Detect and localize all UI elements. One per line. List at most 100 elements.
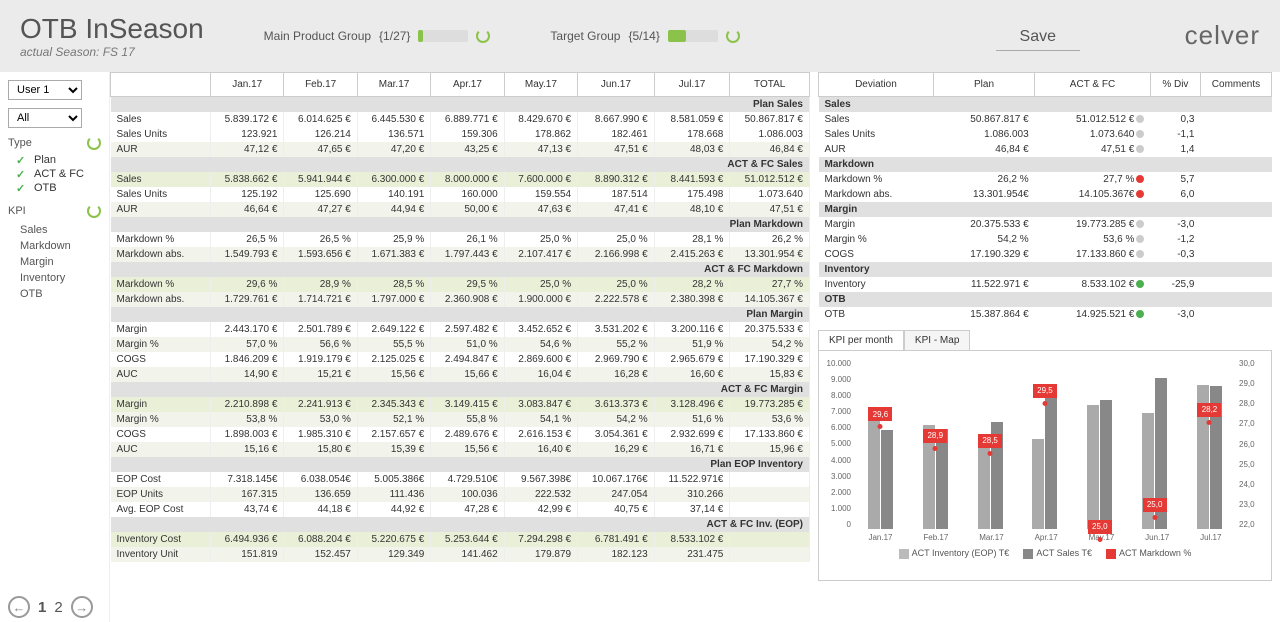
main-product-group-filter[interactable]: Main Product Group {1/27} xyxy=(264,29,491,43)
section-header: Plan EOP Inventory xyxy=(111,457,810,472)
refresh-icon[interactable] xyxy=(87,136,101,150)
table-row: Margin %53,8 %53,0 %52,1 %55,8 %54,1 %54… xyxy=(111,412,810,427)
deviation-table: DeviationPlanACT & FC% DivCommentsSalesS… xyxy=(818,72,1272,322)
kpi-item-margin[interactable]: Margin xyxy=(20,254,101,270)
month-header: Feb.17 xyxy=(284,73,357,97)
status-dot xyxy=(1136,280,1144,288)
tab-kpi-map[interactable]: KPI - Map xyxy=(904,330,970,350)
legend-item: ACT Markdown % xyxy=(1106,548,1191,559)
bar-sales xyxy=(936,429,948,529)
legend-item: ACT Inventory (EOP) T€ xyxy=(899,548,1010,559)
table-row: Margin2.443.170 €2.501.789 €2.649.122 €2… xyxy=(111,322,810,337)
section-header: ACT & FC Margin xyxy=(111,382,810,397)
section-header: ACT & FC Markdown xyxy=(111,262,810,277)
table-row: EOP Cost7.318.145€6.038.054€5.005.386€4.… xyxy=(111,472,810,487)
section-header: ACT & FC Sales xyxy=(111,157,810,172)
status-dot xyxy=(1136,175,1144,183)
page-1[interactable]: 1 xyxy=(38,599,46,616)
bar-group: 25,0 xyxy=(1142,378,1167,529)
deviation-section: Margin xyxy=(819,202,1272,217)
status-dot xyxy=(1136,310,1144,318)
next-page-button[interactable]: → xyxy=(71,596,93,618)
table-row: Avg. EOP Cost43,74 €44,18 €44,92 €47,28 … xyxy=(111,502,810,517)
tab-kpi-month[interactable]: KPI per month xyxy=(818,330,904,350)
title-block: OTB InSeason actual Season: FS 17 xyxy=(20,13,204,59)
refresh-icon[interactable] xyxy=(726,29,740,43)
table-row: Margin2.210.898 €2.241.913 €2.345.343 €3… xyxy=(111,397,810,412)
table-row: Inventory Cost6.494.936 €6.088.204 €5.22… xyxy=(111,532,810,547)
status-dot xyxy=(1136,220,1144,228)
table-row: AUC15,16 €15,80 €15,39 €15,56 €16,40 €16… xyxy=(111,442,810,457)
deviation-row: OTB15.387.864 €14.925.521 €-3,0 xyxy=(819,307,1272,322)
sidebar: User 1 All Type ✓Plan✓ACT & FC✓OTB KPI S… xyxy=(0,72,110,622)
deviation-row: Margin %54,2 %53,6 %-1,2 xyxy=(819,232,1272,247)
page-2[interactable]: 2 xyxy=(54,599,62,616)
deviation-row: Margin20.375.533 €19.773.285 €-3,0 xyxy=(819,217,1272,232)
target-group-filter[interactable]: Target Group {5/14} xyxy=(550,29,739,43)
status-dot xyxy=(1136,130,1144,138)
markdown-marker: 29,5 xyxy=(1033,384,1057,398)
markdown-marker: 28,9 xyxy=(923,429,947,443)
user-select[interactable]: User 1 xyxy=(8,80,82,100)
subtitle: actual Season: FS 17 xyxy=(20,45,204,59)
logo: celver xyxy=(1185,20,1260,51)
table-row: Inventory Unit151.819152.457129.349141.4… xyxy=(111,547,810,562)
table-row: Sales5.839.172 €6.014.625 €6.445.530 €6.… xyxy=(111,112,810,127)
month-header: May.17 xyxy=(504,73,577,97)
kpi-label: KPI xyxy=(8,205,26,217)
month-header: Jun.17 xyxy=(578,73,655,97)
save-button[interactable]: Save xyxy=(996,24,1080,51)
table-row: Markdown abs.1.729.761 €1.714.721 €1.797… xyxy=(111,292,810,307)
bar-group: 28,2 xyxy=(1197,385,1222,530)
type-check-actfc[interactable]: ✓ACT & FC xyxy=(16,168,101,180)
deviation-row: Markdown abs.13.301.954€14.105.367€6,0 xyxy=(819,187,1272,202)
month-header: Jul.17 xyxy=(654,73,730,97)
bar-group: 25,0 xyxy=(1087,400,1112,529)
type-label: Type xyxy=(8,137,32,149)
table-row: Sales5.838.662 €5.941.944 €6.300.000 €8.… xyxy=(111,172,810,187)
bar-sales xyxy=(1100,400,1112,529)
section-header: Plan Markdown xyxy=(111,217,810,232)
table-row: Markdown abs.1.549.793 €1.593.656 €1.671… xyxy=(111,247,810,262)
status-dot xyxy=(1136,145,1144,153)
month-header: TOTAL xyxy=(730,73,810,97)
deviation-section: OTB xyxy=(819,292,1272,307)
kpi-item-sales[interactable]: Sales xyxy=(20,222,101,238)
main-table: Jan.17Feb.17Mar.17Apr.17May.17Jun.17Jul.… xyxy=(110,72,810,562)
table-row: Markdown %29,6 %28,9 %28,5 %29,5 %25,0 %… xyxy=(111,277,810,292)
app-title: OTB InSeason xyxy=(20,13,204,45)
table-row: AUR47,12 €47,65 €47,20 €43,25 €47,13 €47… xyxy=(111,142,810,157)
markdown-marker: 29,6 xyxy=(868,407,892,421)
status-dot xyxy=(1136,250,1144,258)
bar-inventory xyxy=(1032,439,1044,529)
table-row: COGS1.846.209 €1.919.179 €2.125.025 €2.4… xyxy=(111,352,810,367)
markdown-marker: 25,0 xyxy=(1088,520,1112,534)
deviation-section: Markdown xyxy=(819,157,1272,172)
right-panel: DeviationPlanACT & FC% DivCommentsSalesS… xyxy=(810,72,1280,622)
bar-inventory xyxy=(1087,405,1099,529)
kpi-item-inventory[interactable]: Inventory xyxy=(20,270,101,286)
deviation-row: Inventory11.522.971 €8.533.102 €-25,9 xyxy=(819,277,1272,292)
table-row: AUR46,64 €47,27 €44,94 €50,00 €47,63 €47… xyxy=(111,202,810,217)
kpi-item-markdown[interactable]: Markdown xyxy=(20,238,101,254)
prev-page-button[interactable]: ← xyxy=(8,596,30,618)
refresh-icon[interactable] xyxy=(476,29,490,43)
month-header: Jan.17 xyxy=(211,73,284,97)
pager: ← 1 2 → xyxy=(8,596,93,618)
deviation-section: Sales xyxy=(819,97,1272,113)
legend-item: ACT Sales T€ xyxy=(1023,548,1092,559)
refresh-icon[interactable] xyxy=(87,204,101,218)
kpi-item-otb[interactable]: OTB xyxy=(20,286,101,302)
deviation-row: Sales Units1.086.0031.073.640-1,1 xyxy=(819,127,1272,142)
bar-group: 28,9 xyxy=(923,425,948,529)
table-row: AUC14,90 €15,21 €15,56 €15,66 €16,04 €16… xyxy=(111,367,810,382)
chart: 10.0009.0008.0007.0006.0005.0004.0003.00… xyxy=(818,351,1272,581)
all-select[interactable]: All xyxy=(8,108,82,128)
main-table-area: Jan.17Feb.17Mar.17Apr.17May.17Jun.17Jul.… xyxy=(110,72,810,622)
markdown-marker: 28,2 xyxy=(1197,403,1221,417)
type-check-plan[interactable]: ✓Plan xyxy=(16,154,101,166)
check-icon: ✓ xyxy=(16,168,28,180)
month-header: Mar.17 xyxy=(357,73,430,97)
deviation-row: Sales50.867.817 €51.012.512 €0,3 xyxy=(819,112,1272,127)
type-check-otb[interactable]: ✓OTB xyxy=(16,182,101,194)
